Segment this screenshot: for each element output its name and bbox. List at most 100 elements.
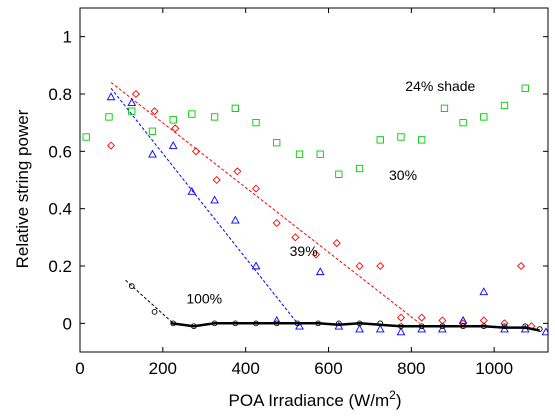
circle-marker bbox=[273, 320, 280, 327]
diamond-marker bbox=[191, 147, 201, 156]
diamond-marker bbox=[312, 250, 321, 259]
square-marker bbox=[355, 164, 364, 173]
diamond-marker bbox=[291, 233, 300, 242]
square-marker bbox=[210, 113, 219, 121]
square-marker bbox=[188, 110, 196, 118]
circle-marker bbox=[398, 323, 404, 330]
triangle-marker bbox=[106, 92, 116, 101]
circle-marker bbox=[191, 323, 197, 330]
triangle-marker bbox=[479, 287, 489, 296]
annotation-label: 100% bbox=[186, 290, 222, 306]
x-tick-label: 800 bbox=[397, 359, 425, 378]
diamond-marker bbox=[517, 261, 526, 271]
square-marker bbox=[500, 101, 509, 110]
triangle-marker bbox=[148, 149, 157, 158]
circle-marker bbox=[211, 320, 218, 327]
circle-marker bbox=[418, 323, 425, 330]
triangle-marker bbox=[375, 324, 385, 333]
diamond-marker bbox=[233, 167, 242, 176]
diamond-marker bbox=[332, 239, 341, 248]
trend-line bbox=[110, 82, 420, 324]
circle-marker bbox=[151, 309, 158, 315]
annotation-label: 30% bbox=[389, 167, 417, 183]
triangle-marker bbox=[251, 261, 261, 270]
circle-marker bbox=[536, 326, 543, 332]
annotation-label: 24% shade bbox=[405, 78, 475, 94]
square-marker bbox=[316, 150, 324, 158]
circle-marker bbox=[170, 320, 177, 327]
y-tick-label: 0.2 bbox=[48, 257, 72, 276]
diamond-marker bbox=[107, 141, 116, 150]
square-marker bbox=[105, 113, 113, 121]
trend-line-dashed bbox=[125, 279, 174, 324]
triangle-marker bbox=[230, 215, 240, 224]
triangle-marker bbox=[396, 327, 406, 336]
diamond-marker bbox=[150, 107, 159, 116]
square-marker bbox=[128, 107, 136, 115]
triangle-marker bbox=[187, 186, 197, 195]
circle-marker bbox=[356, 320, 363, 327]
square-marker bbox=[480, 113, 488, 121]
diamond-marker bbox=[417, 313, 426, 322]
diamond-marker bbox=[396, 313, 406, 322]
diamond-marker bbox=[272, 218, 281, 228]
circle-marker bbox=[335, 320, 342, 327]
diamond-marker bbox=[376, 261, 385, 271]
y-tick-label: 0.6 bbox=[48, 142, 72, 161]
x-tick-label: 600 bbox=[314, 359, 342, 378]
square-marker bbox=[459, 119, 467, 127]
circle-marker bbox=[522, 323, 529, 330]
triangle-marker bbox=[315, 267, 325, 276]
circle-marker bbox=[439, 323, 446, 330]
circle-marker bbox=[480, 323, 487, 330]
diamond-marker bbox=[131, 89, 140, 99]
series-diamond bbox=[107, 82, 536, 331]
square-marker bbox=[521, 84, 529, 92]
series-square bbox=[82, 84, 529, 178]
circle-marker bbox=[294, 320, 301, 327]
circle-marker bbox=[377, 320, 384, 327]
x-axis-label-text: POA Irradiance (W/m bbox=[229, 391, 390, 410]
square-marker bbox=[169, 116, 177, 124]
y-tick-label: 0.8 bbox=[48, 85, 72, 104]
x-axis-label-end: ) bbox=[396, 391, 402, 410]
x-tick-label: 200 bbox=[149, 359, 177, 378]
square-marker bbox=[418, 136, 426, 144]
data-layer bbox=[82, 82, 548, 336]
square-marker bbox=[82, 133, 90, 141]
circle-marker bbox=[253, 320, 259, 327]
plot-frame bbox=[79, 7, 549, 353]
plot-area: 24% shade 30% 39% 100% bbox=[82, 78, 548, 336]
square-marker bbox=[148, 127, 157, 135]
triangle-marker bbox=[127, 98, 137, 106]
series-triangle bbox=[106, 87, 548, 336]
y-axis-label: Relative string power bbox=[13, 109, 32, 268]
trend-line-solid bbox=[170, 322, 540, 332]
square-marker bbox=[335, 170, 343, 178]
x-tick-label: 0 bbox=[75, 359, 84, 378]
triangle-marker bbox=[168, 141, 178, 149]
diamond-marker bbox=[251, 184, 261, 193]
square-marker bbox=[376, 136, 384, 144]
x-axis-label: POA Irradiance (W/m2) bbox=[229, 388, 402, 410]
circle-marker bbox=[315, 320, 321, 327]
annotation-label: 39% bbox=[290, 243, 318, 259]
square-marker bbox=[252, 119, 260, 127]
triangle-marker bbox=[210, 195, 219, 204]
circle-marker bbox=[460, 323, 466, 330]
square-marker bbox=[440, 104, 449, 112]
diamond-marker bbox=[438, 316, 447, 325]
triangle-marker bbox=[438, 324, 447, 333]
triangle-marker bbox=[417, 324, 427, 333]
triangle-marker bbox=[458, 315, 468, 324]
x-tick-label: 1000 bbox=[475, 359, 513, 378]
diamond-marker bbox=[171, 124, 180, 133]
y-tick-label: 0.4 bbox=[48, 200, 72, 219]
square-marker bbox=[295, 150, 304, 158]
square-marker bbox=[273, 139, 281, 147]
x-tick-label: 400 bbox=[231, 359, 259, 378]
y-tick-label: 0 bbox=[63, 314, 72, 333]
diamond-marker bbox=[479, 316, 488, 325]
series-circle bbox=[125, 279, 543, 332]
